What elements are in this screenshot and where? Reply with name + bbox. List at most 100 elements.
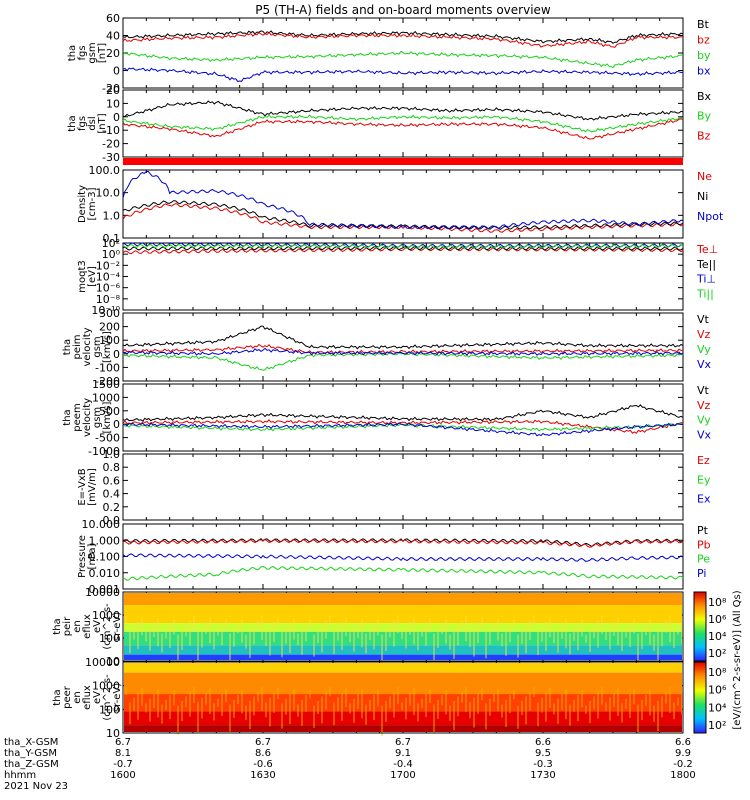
spectrogram-texture <box>221 623 223 646</box>
spectrogram-texture <box>349 632 351 643</box>
colorbar-label: [eV/(cm^2-s-sr-eV)] (All Qs) <box>732 590 743 729</box>
spectrogram-texture <box>597 620 599 648</box>
legend-efield-2: Ex <box>697 493 711 506</box>
spectrogram-texture <box>537 631 539 656</box>
spectrogram-texture <box>549 688 551 709</box>
ephem-label: tha_Y-GSM <box>4 748 57 759</box>
series-fgs_dsl-By <box>122 114 684 133</box>
spectrogram-texture <box>641 699 643 720</box>
spectrogram-texture <box>541 626 543 642</box>
spectrogram-texture <box>409 692 411 706</box>
panel-frame <box>122 242 684 311</box>
spectrogram-texture <box>149 627 151 651</box>
spectrogram-texture <box>433 704 435 733</box>
ephem-value: -0.6 <box>253 759 273 770</box>
panel-fgs_gsm: 60 40 20 0 -20 tha fgs gsm [nT] Bt bz by bx <box>67 12 711 95</box>
y-tick-label: 0 <box>113 348 120 361</box>
colorbar-tick: 10⁶ <box>708 684 727 697</box>
panel-frame <box>122 453 684 521</box>
spectrogram-texture <box>217 698 219 707</box>
spectrogram-texture <box>577 624 579 651</box>
spectrogram-texture <box>461 691 463 703</box>
spectrogram-texture <box>297 633 299 646</box>
spectrogram-texture <box>225 689 227 703</box>
spectrogram-texture <box>477 621 479 643</box>
spectrogram-band <box>124 605 682 624</box>
spectrogram-texture <box>521 701 523 716</box>
y-axis-label: tha <box>52 689 63 705</box>
spectrogram-texture <box>277 617 279 629</box>
spectrogram-texture <box>413 617 415 645</box>
red-band <box>123 158 683 165</box>
y-axis-label: gsm <box>92 336 103 357</box>
spectrogram-texture <box>545 621 547 651</box>
spectrogram-texture <box>181 701 183 722</box>
legend-fgs_gsm-1: bz <box>697 34 710 47</box>
spectrogram-texture <box>681 621 683 644</box>
legend-peim_velocity-1: Vz <box>697 328 711 341</box>
spectrogram-texture <box>393 620 395 647</box>
y-tick-label: 100 <box>99 632 120 645</box>
spectrogram-texture <box>237 695 239 705</box>
legend-efield-1: Ey <box>697 473 711 486</box>
spectrogram-texture <box>329 686 331 696</box>
spectrogram-texture <box>609 697 611 721</box>
spectrogram-texture <box>365 633 367 654</box>
spectrogram-texture <box>521 629 523 644</box>
spectrogram-texture <box>289 693 291 724</box>
spectrogram-texture <box>281 703 283 729</box>
spectrogram-texture <box>613 692 615 707</box>
spectrogram-texture <box>601 686 603 705</box>
y-tick-label: -200 <box>95 375 120 388</box>
spectrogram-texture <box>285 698 287 715</box>
spectrogram-texture <box>145 703 147 713</box>
plot-title: P5 (TH-A) fields and on-board moments ov… <box>255 3 551 17</box>
y-axis-label: [cm-3] <box>87 187 98 220</box>
spectrogram-texture <box>265 702 267 718</box>
spectrogram-texture <box>221 693 223 716</box>
spectrogram-texture <box>257 691 259 702</box>
spectrogram-texture <box>369 628 371 640</box>
spectrogram-texture <box>629 623 631 648</box>
spectrogram-texture <box>257 620 259 631</box>
spectrogram-texture <box>593 625 595 639</box>
spectrogram-texture <box>301 699 303 726</box>
spectrogram-texture <box>381 705 383 736</box>
spectrogram-texture <box>201 626 203 648</box>
spectrogram-texture <box>321 625 323 653</box>
ephem-value: -0.7 <box>113 759 133 770</box>
spectrogram-texture <box>573 699 575 712</box>
spectrogram-texture <box>153 623 155 638</box>
spectrogram-texture <box>529 620 531 640</box>
spectrogram-texture <box>641 628 643 649</box>
y-tick-label: 10⁻⁸ <box>96 293 121 306</box>
spectrogram-texture <box>313 634 315 657</box>
y-tick-label: 100 <box>99 334 120 347</box>
spectrogram-texture <box>609 626 611 650</box>
spectrogram-texture <box>673 631 675 649</box>
y-axis-label: tha <box>62 339 73 355</box>
spectrogram-texture <box>173 619 175 635</box>
spectrogram-texture <box>445 619 447 644</box>
legend-density-0: Ne <box>697 170 712 183</box>
spectrogram-texture <box>489 627 491 645</box>
spectrogram-texture <box>585 705 587 714</box>
y-tick-label: 60 <box>106 12 120 25</box>
spectrogram-texture <box>645 695 647 707</box>
ephem-value: 8.6 <box>255 748 271 759</box>
spectrogram-texture <box>573 628 575 641</box>
spectrogram-texture <box>601 616 603 635</box>
spectrogram-texture <box>245 634 247 649</box>
y-axis-label: en <box>72 620 83 633</box>
y-tick-label: 100 <box>99 703 120 716</box>
y-axis-label: sr-eV) <box>112 612 123 641</box>
spectrogram-texture <box>509 624 511 643</box>
spectrogram-texture <box>333 631 335 655</box>
y-axis-label: E=-VxB <box>77 468 88 505</box>
spectrogram-texture <box>325 691 327 710</box>
spectrogram-texture <box>437 699 439 719</box>
y-tick-label: 1000 <box>92 391 120 404</box>
spectrogram-texture <box>317 629 319 643</box>
series-density-Npot <box>122 170 684 230</box>
spectrogram-texture <box>153 693 155 708</box>
